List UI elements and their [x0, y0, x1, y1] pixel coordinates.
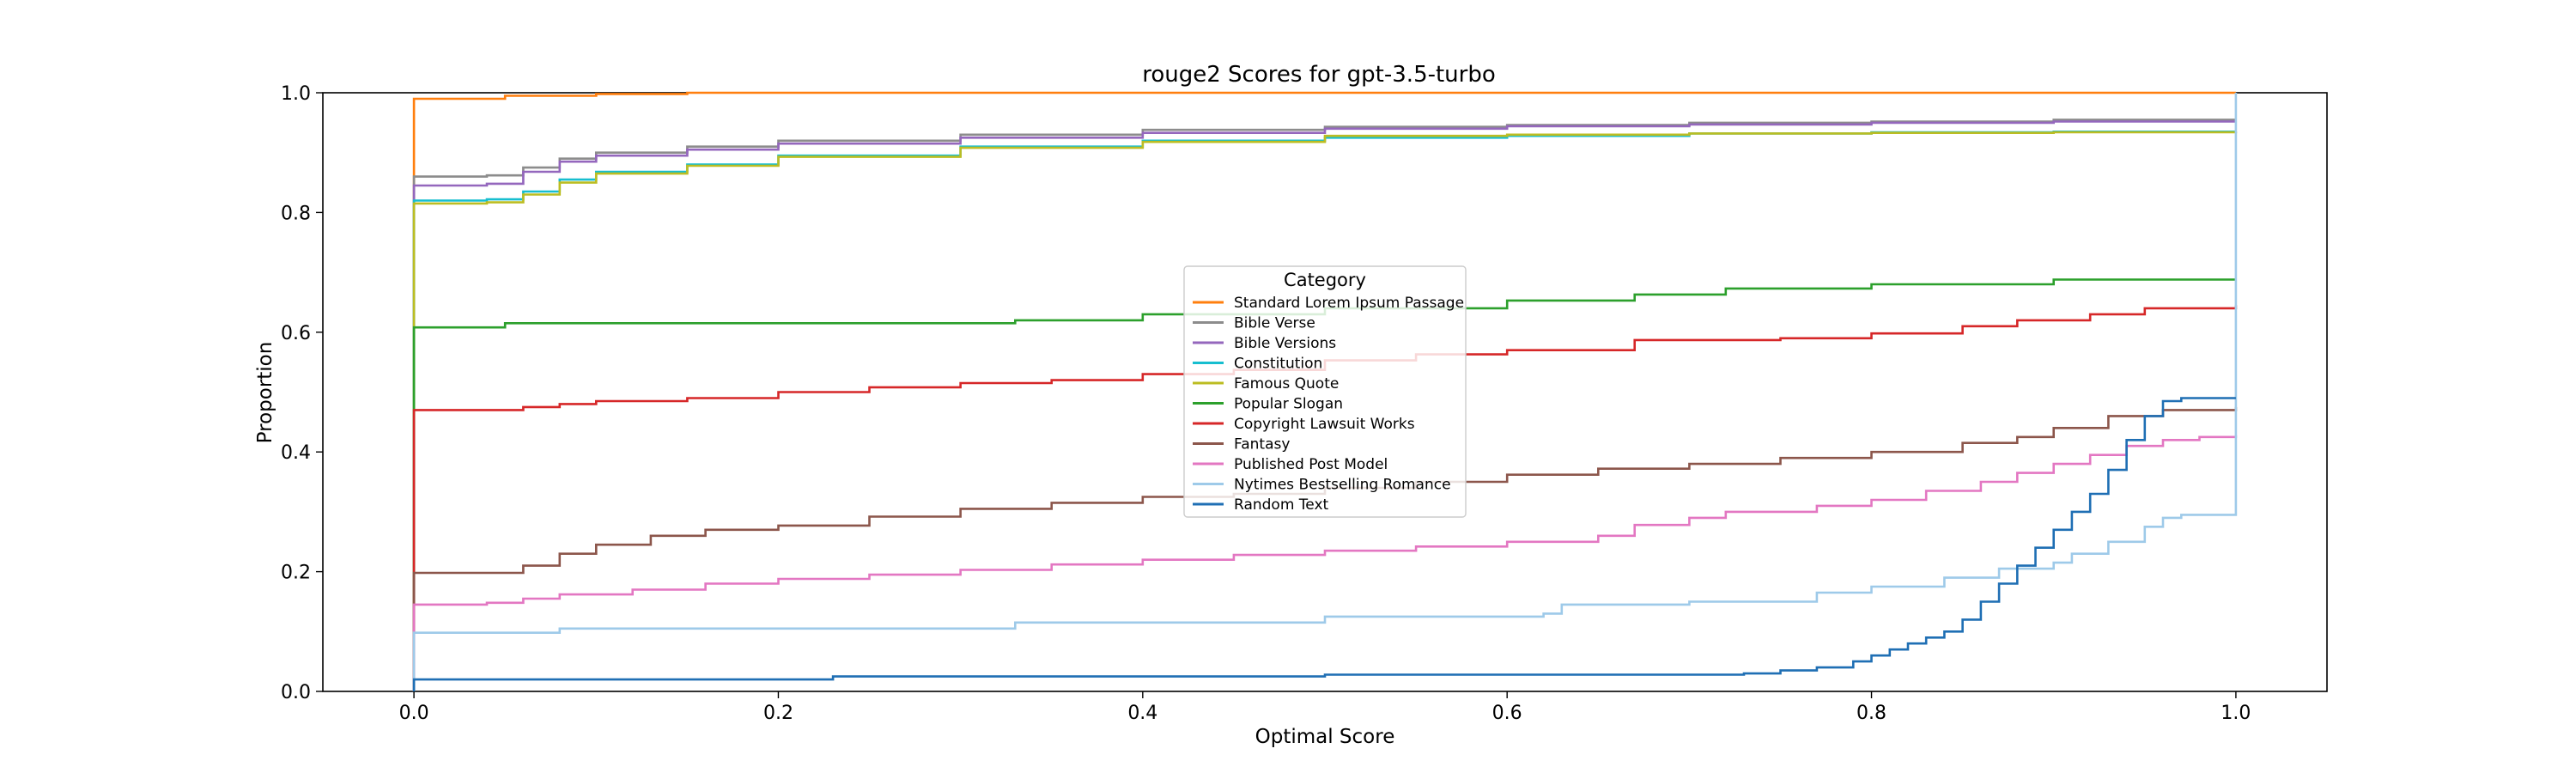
legend-entry-label: Random Text [1234, 496, 1329, 514]
legend-entry-label: Published Post Model [1234, 456, 1388, 473]
y-tick-label: 0.0 [281, 682, 311, 703]
series-layer [412, 91, 2238, 691]
y-tick-label: 0.2 [281, 563, 311, 584]
x-tick-label: 0.2 [763, 703, 793, 724]
legend-entry-label: Copyright Lawsuit Works [1234, 416, 1415, 433]
y-tick-label: 0.4 [281, 442, 311, 464]
series-line-6 [412, 278, 2236, 691]
legend-entry-label: Famous Quote [1234, 375, 1339, 393]
series-line-10 [412, 93, 2238, 691]
tick-layer: 0.0 0.2 0.4 0.6 0.8 1.0 0.0 0.2 0.4 0.6 0.8 1.0 [281, 83, 2251, 724]
series-line-11 [412, 397, 2236, 691]
x-tick-label: 1.0 [2221, 703, 2251, 724]
legend-box [1183, 265, 1467, 518]
y-tick-label: 1.0 [281, 83, 311, 105]
x-tick-label: 0.8 [1856, 703, 1886, 724]
chart-title: rouge2 Scores for gpt-3.5-turbo [1142, 62, 1496, 88]
series-line-1 [412, 91, 2236, 691]
series-line-5 [412, 131, 2238, 691]
y-tick-label: 0.8 [281, 203, 311, 224]
legend-entries: Standard Lorem Ipsum Passage Bible Verse B… [1193, 295, 1464, 514]
legend-title: Category [1284, 270, 1366, 290]
y-tick-label: 0.6 [281, 323, 311, 344]
x-tick-label: 0.6 [1492, 703, 1522, 724]
legend-entry-label: Constitution [1234, 356, 1322, 373]
series-line-3 [412, 120, 2236, 691]
legend-entry-label: Bible Verse [1234, 315, 1315, 332]
y-axis-label: Proportion [254, 342, 276, 444]
legend-entry-label: Standard Lorem Ipsum Passage [1234, 295, 1464, 312]
x-axis-label: Optimal Score [1255, 726, 1395, 748]
legend-entry-label: Bible Versions [1234, 335, 1336, 352]
legend-entry-label: Popular Slogan [1234, 396, 1343, 413]
x-tick-label: 0.4 [1127, 703, 1157, 724]
x-tick-label: 0.0 [399, 703, 429, 724]
legend-entry-label: Nytimes Bestselling Romance [1234, 477, 1451, 494]
legend: Category Standard Lorem Ipsum Passage Bib… [1183, 265, 1467, 518]
legend-entry-label: Fantasy [1234, 436, 1290, 453]
series-line-9 [412, 435, 2238, 691]
